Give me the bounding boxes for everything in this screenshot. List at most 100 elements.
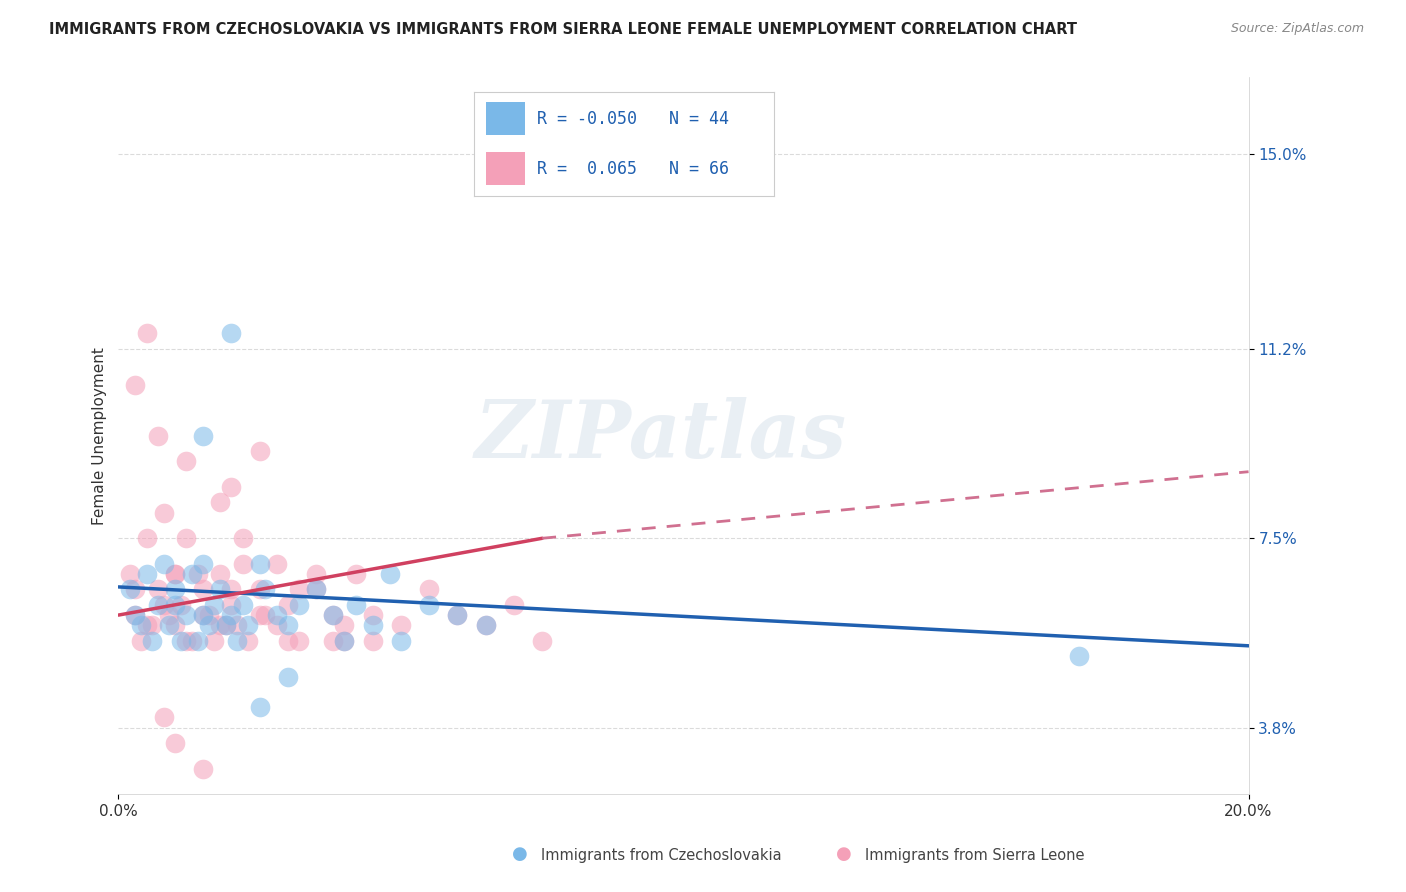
Point (418, 582, 440, 597)
Point (361, 618, 384, 632)
Point (361, 608, 384, 623)
Point (266, 618, 288, 632)
Point (474, 618, 496, 632)
Point (266, 608, 288, 623)
Point (221, 326, 243, 341)
Point (174, 608, 197, 623)
Point (221, 480, 243, 494)
Point (193, 762, 215, 776)
Text: IMMIGRANTS FROM CZECHOSLOVAKIA VS IMMIGRANTS FROM SIERRA LEONE FEMALE UNEMPLOYME: IMMIGRANTS FROM CZECHOSLOVAKIA VS IMMIGR… (49, 22, 1077, 37)
Point (209, 618, 232, 632)
Point (193, 582, 215, 597)
Point (288, 582, 311, 597)
Point (474, 618, 496, 632)
Point (157, 618, 180, 632)
Text: Immigrants from Czechoslovakia: Immigrants from Czechoslovakia (541, 848, 782, 863)
Point (288, 598, 311, 612)
Point (180, 567, 202, 582)
Point (152, 506, 174, 520)
Text: ●: ● (835, 846, 852, 863)
Point (232, 557, 254, 571)
Point (209, 582, 232, 597)
Point (157, 608, 180, 623)
Point (163, 567, 186, 582)
Point (118, 582, 141, 597)
Point (135, 531, 157, 545)
Point (277, 598, 299, 612)
Point (221, 598, 243, 612)
Point (221, 608, 243, 623)
Point (344, 567, 367, 582)
Point (193, 608, 215, 623)
Point (129, 633, 152, 648)
Point (209, 567, 232, 582)
Point (389, 633, 412, 648)
Point (141, 633, 163, 648)
Point (163, 598, 186, 612)
Point (215, 618, 238, 632)
Text: ●: ● (512, 846, 529, 863)
Point (163, 736, 186, 750)
Point (187, 567, 209, 582)
Point (146, 598, 169, 612)
Point (198, 608, 221, 623)
Point (204, 633, 226, 648)
Point (333, 633, 356, 648)
Point (129, 618, 152, 632)
Point (124, 608, 146, 623)
Point (118, 567, 141, 582)
Text: Immigrants from Sierra Leone: Immigrants from Sierra Leone (865, 848, 1084, 863)
Point (333, 633, 356, 648)
Point (254, 608, 277, 623)
Point (249, 444, 271, 458)
Point (169, 633, 191, 648)
Point (277, 669, 299, 683)
Point (146, 429, 169, 443)
Point (531, 633, 554, 648)
Point (141, 618, 163, 632)
Point (1067, 648, 1090, 663)
Point (135, 618, 157, 632)
Point (174, 633, 197, 648)
Point (193, 429, 215, 443)
Point (361, 633, 384, 648)
Point (277, 618, 299, 632)
Point (226, 618, 249, 632)
Point (152, 598, 174, 612)
Point (198, 618, 221, 632)
Point (232, 531, 254, 545)
Point (152, 557, 174, 571)
Point (322, 633, 344, 648)
Point (344, 598, 367, 612)
Point (226, 633, 249, 648)
Point (305, 582, 328, 597)
Point (204, 598, 226, 612)
Point (146, 582, 169, 597)
Point (135, 567, 157, 582)
Point (249, 608, 271, 623)
Point (163, 618, 186, 632)
Point (135, 326, 157, 341)
Point (266, 557, 288, 571)
Point (249, 700, 271, 714)
Text: Source: ZipAtlas.com: Source: ZipAtlas.com (1230, 22, 1364, 36)
Point (277, 633, 299, 648)
Point (389, 618, 412, 632)
Point (446, 608, 468, 623)
Point (503, 598, 526, 612)
Point (193, 608, 215, 623)
Point (163, 582, 186, 597)
Text: ZIPatlas: ZIPatlas (475, 397, 846, 475)
Point (124, 582, 146, 597)
Point (305, 567, 328, 582)
Point (169, 598, 191, 612)
Point (249, 582, 271, 597)
Point (221, 582, 243, 597)
Point (238, 618, 260, 632)
Point (232, 598, 254, 612)
Y-axis label: Female Unemployment: Female Unemployment (93, 347, 107, 524)
Point (288, 633, 311, 648)
Point (249, 557, 271, 571)
Point (378, 567, 401, 582)
Point (322, 608, 344, 623)
